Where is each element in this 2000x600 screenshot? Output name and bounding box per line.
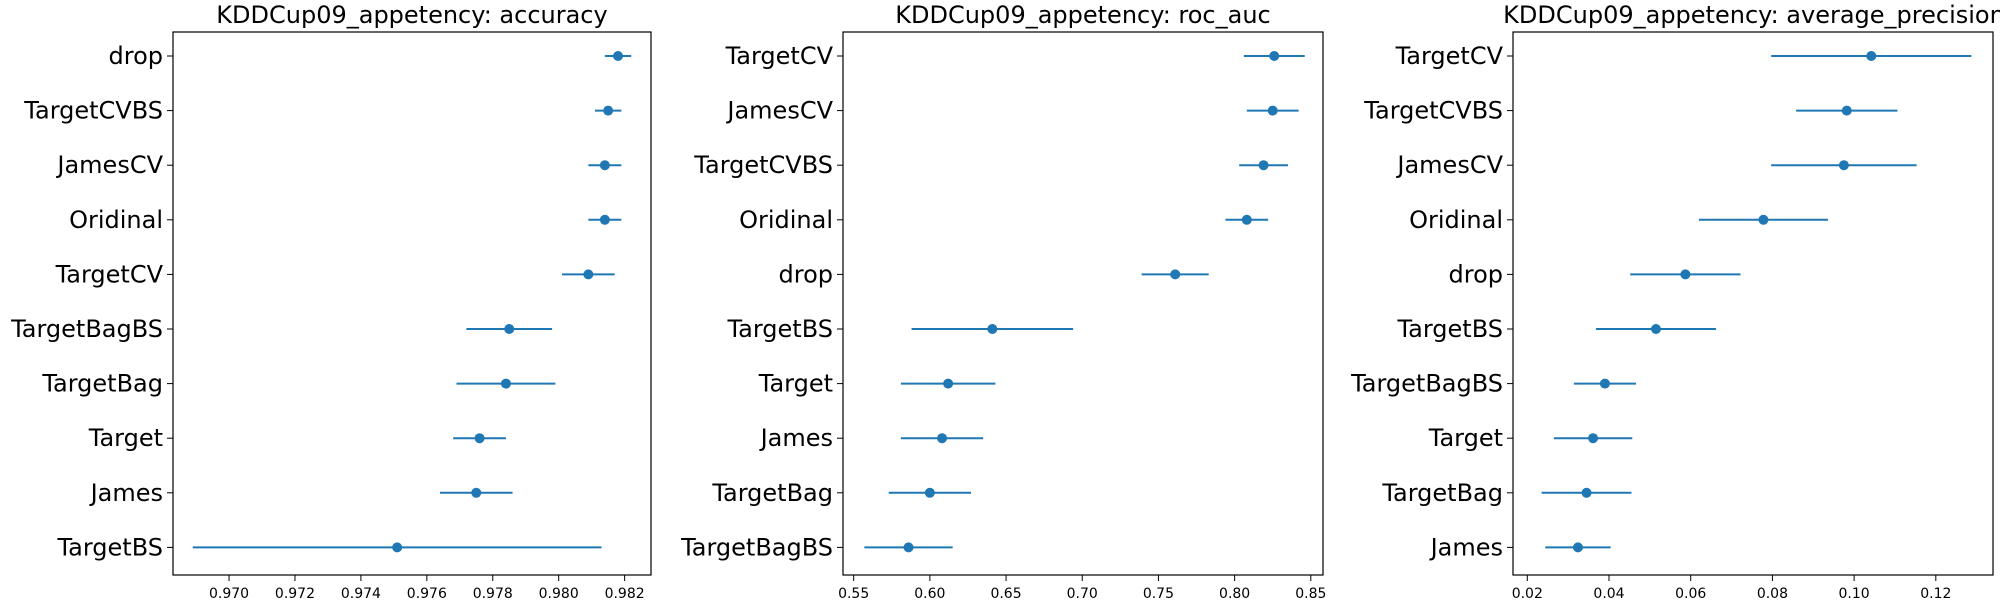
x-tick-label: 0.70 <box>1067 586 1098 600</box>
x-tick-label: 0.976 <box>407 586 447 600</box>
category-label: JamesCV <box>725 97 833 125</box>
data-point <box>1588 433 1599 444</box>
category-label: TargetCV <box>725 42 834 70</box>
category-label: TargetBag <box>41 370 163 398</box>
category-label: James <box>89 479 163 507</box>
category-label: drop <box>779 260 834 288</box>
category-label: JamesCV <box>55 151 163 179</box>
chart-title-average-precision: KDDCup09_appetency: average_precision <box>1503 1 2000 29</box>
data-point <box>1258 160 1269 171</box>
data-point <box>1680 269 1691 280</box>
x-tick-label: 0.65 <box>990 586 1021 600</box>
category-label: Target <box>1428 424 1503 452</box>
data-point <box>474 433 485 444</box>
data-point <box>603 105 614 116</box>
x-tick-label: 0.85 <box>1295 586 1326 600</box>
category-label: Oridinal <box>1409 206 1503 234</box>
data-point <box>924 487 935 498</box>
plot-frame <box>172 31 652 576</box>
x-tick-label: 0.12 <box>1920 586 1951 600</box>
category-label: Target <box>758 370 833 398</box>
x-tick-label: 0.60 <box>914 586 945 600</box>
category-label: TargetCVBS <box>1363 97 1503 125</box>
data-point <box>943 378 954 389</box>
data-point <box>1650 324 1661 334</box>
chart-title-roc-auc: KDDCup09_appetency: roc_auc <box>895 1 1271 29</box>
data-point <box>471 487 482 498</box>
x-tick-label: 0.04 <box>1593 586 1624 600</box>
data-point <box>392 542 403 553</box>
category-label: TargetBagBS <box>680 533 833 561</box>
data-point <box>500 378 511 389</box>
category-label: Oridinal <box>69 206 163 234</box>
category-label: TargetBS <box>56 533 163 561</box>
category-label: drop <box>1449 260 1504 288</box>
chart-title-accuracy: KDDCup09_appetency: accuracy <box>216 1 608 29</box>
x-tick-label: 0.10 <box>1839 586 1870 600</box>
category-label: TargetCVBS <box>23 97 163 125</box>
category-label: drop <box>109 42 164 70</box>
x-tick-label: 0.982 <box>605 586 645 600</box>
category-label: James <box>759 424 833 452</box>
data-point <box>903 542 914 553</box>
x-tick-label: 0.02 <box>1512 586 1543 600</box>
x-tick-label: 0.80 <box>1219 586 1250 600</box>
data-point <box>1581 487 1592 498</box>
plot-frame <box>1512 31 1994 576</box>
category-label: TargetBag <box>711 479 833 507</box>
category-label: TargetCVBS <box>693 151 833 179</box>
data-point <box>1241 214 1252 225</box>
data-point <box>937 433 948 444</box>
data-point <box>504 324 515 334</box>
data-point <box>1841 105 1852 116</box>
category-label: TargetBag <box>1381 479 1503 507</box>
x-tick-label: 0.978 <box>473 586 513 600</box>
x-tick-label: 0.08 <box>1757 586 1788 600</box>
data-point <box>1599 378 1610 389</box>
category-label: Target <box>88 424 163 452</box>
data-point <box>583 269 594 280</box>
x-tick-label: 0.974 <box>341 586 381 600</box>
x-tick-label: 0.970 <box>209 586 249 600</box>
category-label: TargetCV <box>55 260 164 288</box>
x-tick-label: 0.980 <box>539 586 579 600</box>
category-label: James <box>1429 533 1503 561</box>
x-tick-label: 0.972 <box>275 586 315 600</box>
x-tick-label: 0.75 <box>1143 586 1174 600</box>
category-label: TargetBS <box>1396 315 1503 343</box>
category-label: TargetBagBS <box>10 315 163 343</box>
data-point <box>1758 214 1769 225</box>
data-point <box>1572 542 1583 553</box>
plot-frame <box>842 31 1324 576</box>
x-tick-label: 0.55 <box>838 586 869 600</box>
x-tick-label: 0.06 <box>1675 586 1706 600</box>
category-label: TargetBagBS <box>1350 370 1503 398</box>
category-label: TargetCV <box>1395 42 1504 70</box>
data-point <box>1838 160 1849 171</box>
data-point <box>1170 269 1181 280</box>
data-point <box>599 214 610 225</box>
category-label: Oridinal <box>739 206 833 234</box>
data-point <box>1267 105 1278 116</box>
data-point <box>1269 51 1280 61</box>
data-point <box>613 51 624 61</box>
category-label: JamesCV <box>1395 151 1503 179</box>
category-label: TargetBS <box>726 315 833 343</box>
data-point <box>599 160 610 171</box>
data-point <box>987 324 998 334</box>
data-point <box>1866 51 1877 61</box>
